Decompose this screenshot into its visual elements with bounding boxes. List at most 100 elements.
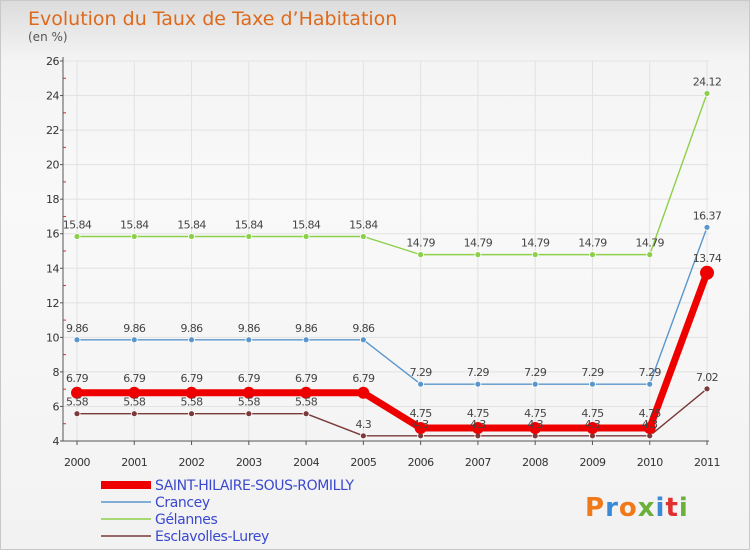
data-label-esclavolles-lurey: 5.58	[180, 396, 203, 409]
x-tick-label: 2008	[522, 456, 548, 469]
data-label-saint-hilaire-sous-romilly: 4.75	[467, 407, 490, 420]
data-label-g-lannes: 15.84	[177, 218, 206, 231]
y-tick-label: 4	[53, 435, 60, 448]
legend-label-crancey: Crancey	[155, 495, 210, 511]
series-line-saint-hilaire-sous-romilly	[73, 269, 711, 432]
series-line-esclavolles-lurey	[76, 388, 708, 437]
data-point-crancey	[646, 380, 654, 388]
data-point-esclavolles-lurey	[359, 432, 367, 440]
data-label-g-lannes: 14.79	[406, 237, 435, 250]
data-point-saint-hilaire-sous-romilly	[128, 386, 141, 399]
chart-subtitle: (en %)	[28, 30, 68, 44]
data-point-crancey	[302, 336, 310, 344]
x-tick-label: 2006	[408, 456, 434, 469]
data-point-g-lannes	[359, 233, 367, 240]
data-label-g-lannes: 15.84	[120, 218, 149, 231]
y-tick-label: 10	[46, 331, 59, 344]
series-group	[71, 90, 714, 440]
data-label-crancey: 9.86	[238, 322, 261, 335]
logo-text: Proxiti	[585, 493, 689, 523]
y-tick-label: 12	[46, 297, 59, 310]
data-point-crancey	[188, 336, 195, 344]
data-point-saint-hilaire-sous-romilly	[71, 386, 83, 399]
data-label-esclavolles-lurey: 5.58	[238, 396, 261, 409]
data-label-esclavolles-lurey: 4.3	[585, 418, 601, 431]
data-point-crancey	[130, 336, 138, 344]
data-label-esclavolles-lurey: 4.3	[642, 418, 658, 431]
data-label-crancey: 9.86	[180, 322, 203, 335]
data-label-esclavolles-lurey: 4.3	[356, 418, 372, 431]
data-label-saint-hilaire-sous-romilly: 4.75	[581, 407, 604, 420]
data-point-g-lannes	[188, 233, 195, 240]
data-label-g-lannes: 15.84	[349, 218, 378, 231]
proxiti-logo: Proxiti	[585, 493, 689, 523]
data-label-crancey: 7.29	[581, 366, 604, 379]
x-tick-label: 2005	[350, 456, 376, 469]
y-tick-label: 24	[46, 90, 59, 103]
data-label-esclavolles-lurey: 4.3	[413, 418, 429, 431]
data-label-esclavolles-lurey: 5.58	[123, 396, 146, 409]
data-label-saint-hilaire-sous-romilly: 4.75	[524, 407, 547, 420]
data-point-g-lannes	[474, 251, 482, 259]
legend: SAINT-HILAIRE-SOUS-ROMILLYCranceyGélanne…	[101, 478, 355, 545]
data-label-saint-hilaire-sous-romilly: 13.74	[693, 252, 722, 265]
data-label-saint-hilaire-sous-romilly: 4.75	[410, 407, 433, 420]
data-label-g-lannes: 14.79	[635, 237, 664, 250]
data-label-crancey: 7.29	[410, 366, 433, 379]
data-point-crancey	[703, 223, 711, 231]
data-label-g-lannes: 15.84	[292, 218, 321, 231]
data-point-g-lannes	[245, 233, 253, 240]
y-tick-label: 16	[46, 228, 59, 241]
y-tick-label: 22	[46, 124, 59, 137]
data-label-g-lannes: 24.12	[693, 75, 722, 88]
data-point-g-lannes	[646, 251, 654, 259]
data-label-saint-hilaire-sous-romilly: 6.79	[352, 372, 375, 385]
data-point-saint-hilaire-sous-romilly	[414, 422, 427, 435]
data-point-g-lannes	[531, 251, 539, 259]
grid	[63, 60, 709, 442]
legend-label-esclavolles-lurey: Esclavolles-Lurey	[155, 529, 269, 545]
data-point-g-lannes	[589, 251, 596, 259]
data-point-crancey	[474, 380, 482, 388]
data-label-g-lannes: 14.79	[464, 237, 493, 250]
data-point-esclavolles-lurey	[188, 410, 195, 418]
data-point-g-lannes	[703, 90, 711, 97]
data-point-crancey	[531, 380, 539, 388]
y-tick-label: 6	[53, 400, 60, 413]
x-tick-label: 2011	[694, 456, 720, 469]
data-label-crancey: 7.29	[639, 366, 662, 379]
legend-label-saint-hilaire-sous-romilly: SAINT-HILAIRE-SOUS-ROMILLY	[155, 478, 355, 494]
data-point-crancey	[245, 336, 253, 344]
y-tick-label: 8	[53, 366, 60, 379]
data-point-esclavolles-lurey	[302, 410, 310, 418]
data-label-crancey: 7.29	[524, 366, 547, 379]
data-label-g-lannes: 14.79	[521, 237, 550, 250]
series-line-g-lannes	[76, 92, 708, 256]
data-label-crancey: 9.86	[352, 322, 375, 335]
data-label-esclavolles-lurey: 7.02	[696, 371, 718, 384]
data-point-saint-hilaire-sous-romilly	[471, 422, 484, 435]
chart-title: Evolution du Taux de Taxe d’Habitation	[28, 8, 397, 30]
data-point-esclavolles-lurey	[245, 410, 253, 418]
data-point-esclavolles-lurey	[130, 410, 138, 418]
x-tick-label: 2002	[179, 456, 205, 469]
data-label-crancey: 9.86	[66, 322, 89, 335]
data-label-crancey: 16.37	[693, 209, 722, 222]
data-label-esclavolles-lurey: 5.58	[295, 396, 318, 409]
data-label-crancey: 9.86	[295, 322, 318, 335]
data-point-crancey	[73, 336, 81, 344]
data-point-esclavolles-lurey	[73, 410, 81, 418]
x-tick-label: 2001	[121, 456, 147, 469]
y-tick-label: 18	[46, 193, 59, 206]
data-point-g-lannes	[130, 233, 138, 240]
data-point-saint-hilaire-sous-romilly	[700, 265, 714, 280]
data-point-saint-hilaire-sous-romilly	[529, 422, 542, 435]
data-point-g-lannes	[417, 251, 425, 259]
data-label-crancey: 9.86	[123, 322, 146, 335]
data-point-g-lannes	[302, 233, 310, 240]
data-point-crancey	[417, 380, 425, 388]
data-point-crancey	[359, 336, 367, 344]
x-tick-label: 2009	[579, 456, 605, 469]
